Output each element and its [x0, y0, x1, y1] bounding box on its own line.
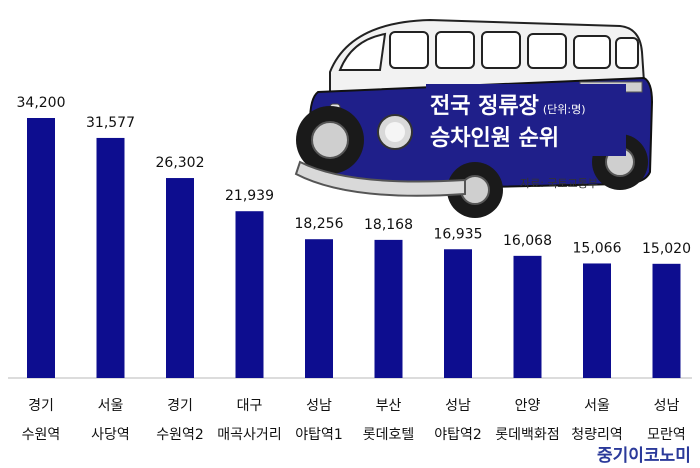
brand-logo-text: 중기이코노미 — [597, 446, 691, 466]
category-label-7-1: 롯데백화점 — [495, 427, 559, 443]
bar-5 — [374, 239, 403, 378]
value-label-1: 31,577 — [86, 115, 135, 131]
category-label-4-0: 성남 — [306, 398, 332, 414]
value-label-0: 34,200 — [17, 95, 66, 111]
bar-6 — [444, 249, 472, 378]
bar-7 — [513, 255, 542, 378]
value-label-5: 18,168 — [364, 217, 413, 233]
category-label-7-0: 안양 — [515, 398, 541, 414]
category-label-6-0: 성남 — [445, 398, 471, 414]
category-label-2-1: 수원역2 — [156, 427, 204, 443]
value-labels-group: 34,200 31,577 26,302 21,939 18,256 18,168 16,9… — [17, 95, 692, 257]
value-label-7: 16,068 — [503, 233, 552, 249]
category-label-6-1: 야탑역2 — [434, 427, 482, 443]
value-label-3: 21,939 — [225, 188, 274, 204]
category-label-9-1: 모란역 — [647, 427, 686, 443]
bars-group — [27, 118, 681, 378]
category-label-0-0: 경기 — [28, 398, 54, 414]
value-label-8: 15,066 — [573, 240, 622, 256]
bar-9 — [652, 263, 681, 378]
bar-3 — [235, 211, 264, 378]
category-label-0-1: 수원역 — [22, 427, 61, 443]
value-label-9: 15,020 — [642, 241, 691, 257]
bus-icon — [294, 18, 654, 218]
category-label-8-1: 청량리역 — [571, 427, 623, 443]
category-label-4-1: 야탑역1 — [295, 427, 343, 443]
bar-8 — [583, 263, 611, 378]
source-note: 자료: 국토교통부 — [520, 177, 599, 190]
title-line1: 전국 정류장 — [430, 94, 539, 119]
category-label-5-1: 롯데호텔 — [363, 427, 415, 443]
title-unit: (단위:명) — [542, 103, 586, 116]
bar-2 — [166, 178, 194, 378]
value-label-6: 16,935 — [434, 226, 483, 242]
category-label-9-0: 성남 — [654, 398, 680, 414]
bus-illustration: 전국 정류장 (단위:명) 승차인원 순위 — [290, 12, 670, 227]
category-label-3-1: 매곡사거리 — [217, 427, 281, 443]
category-label-1-1: 사당역 — [91, 427, 130, 443]
bar-4 — [305, 239, 333, 378]
category-label-1-0: 서울 — [98, 398, 124, 414]
category-label-5-0: 부산 — [376, 398, 402, 414]
bar-0 — [27, 118, 55, 378]
bar-1 — [96, 137, 125, 378]
category-label-2-0: 경기 — [167, 398, 193, 414]
value-label-2: 26,302 — [156, 155, 205, 171]
category-label-8-0: 서울 — [584, 398, 610, 414]
category-label-3-0: 대구 — [237, 398, 263, 414]
value-label-4: 18,256 — [295, 216, 344, 232]
title-line2: 승차인원 순위 — [430, 126, 560, 151]
